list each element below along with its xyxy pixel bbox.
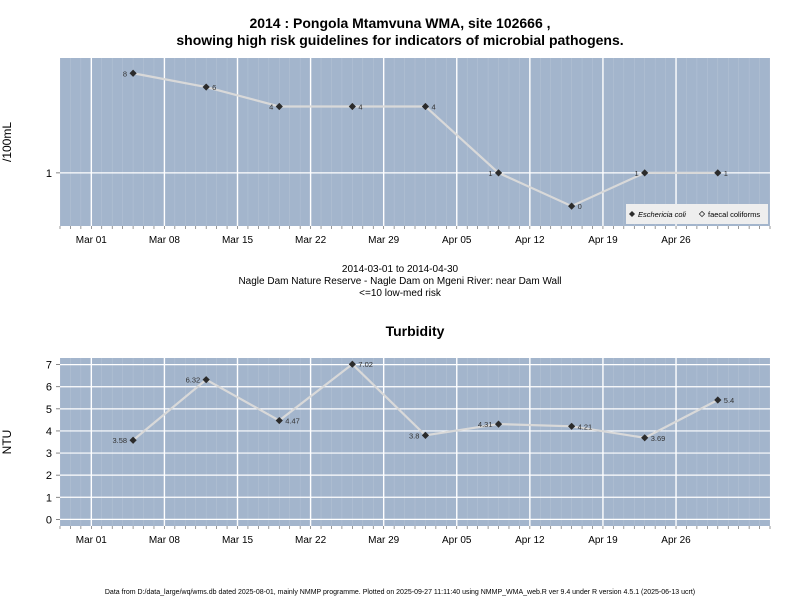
data-point: [714, 396, 722, 404]
data-point: [129, 69, 137, 77]
data-point: [494, 420, 503, 428]
data-point: [348, 360, 356, 368]
legend-marker: [629, 211, 635, 217]
data-label: 1: [488, 169, 492, 178]
legend-box: [626, 204, 768, 224]
panel-title: Turbidity: [386, 323, 445, 339]
data-label: 4: [431, 102, 435, 111]
data-label: 5.4: [724, 396, 734, 405]
data-point: [421, 102, 430, 111]
plot-panel: [60, 58, 770, 226]
y-tick-label: 1: [46, 168, 52, 180]
y-tick-label: 6: [46, 382, 52, 394]
data-label: 4: [358, 102, 362, 111]
x-tick-label: Apr 12: [515, 535, 545, 546]
data-label: 1: [724, 169, 728, 178]
y-tick-label: 4: [46, 426, 52, 438]
x-tick-label: Apr 19: [588, 535, 618, 546]
x-tick-label: Apr 26: [661, 235, 691, 246]
plot-panel: [60, 358, 770, 526]
x-tick-label: Mar 01: [76, 535, 108, 546]
x-tick-label: Apr 12: [515, 235, 545, 246]
x-tick-label: Mar 08: [149, 535, 181, 546]
data-label: 3.69: [651, 434, 666, 443]
x-tick-label: Mar 01: [76, 235, 108, 246]
data-point: [641, 434, 649, 442]
data-point: [275, 102, 283, 111]
data-label: 3.8: [409, 431, 419, 440]
data-label: 3.58: [112, 436, 127, 445]
y-tick-label: 3: [46, 448, 52, 460]
footer-note: Data from D:/data_large/wq/wms.db dated …: [104, 589, 696, 596]
x-tick-label: Mar 15: [222, 235, 254, 246]
site-name-label: Nagle Dam Nature Reserve - Nagle Dam on …: [238, 276, 562, 287]
data-point: [129, 436, 137, 444]
x-tick-label: Apr 05: [442, 535, 472, 546]
data-point: [202, 83, 210, 91]
data-label: 6: [212, 83, 216, 92]
legend-label: Eschericia coli: [638, 210, 686, 219]
x-tick-label: Mar 22: [295, 535, 327, 546]
data-label: 4.21: [578, 422, 593, 431]
y-tick-label: 5: [46, 404, 52, 416]
x-tick-label: Apr 05: [442, 235, 472, 246]
date-range-label: 2014-03-01 to 2014-04-30: [341, 264, 459, 275]
data-point: [348, 102, 356, 111]
data-label: 7.02: [358, 360, 373, 369]
chart-title-line-2: showing high risk guidelines for indicat…: [176, 32, 624, 48]
legend-marker: [698, 210, 706, 218]
x-tick-label: Mar 29: [368, 535, 400, 546]
data-label: 1: [635, 169, 639, 178]
x-tick-label: Mar 08: [149, 235, 181, 246]
data-label: 8: [123, 69, 127, 78]
data-label: 6.32: [186, 376, 201, 385]
y-tick-label: 1: [46, 492, 52, 504]
risk-note-label: <=10 low-med risk: [359, 288, 441, 299]
data-point: [714, 169, 722, 177]
chart-title-line-1: 2014 : Pongola Mtamvuna WMA, site 102666…: [249, 15, 551, 31]
x-tick-label: Apr 26: [661, 535, 691, 546]
y-axis-label: /100mL: [0, 122, 14, 162]
ecoli-chart: Mar 01 Mar 08 Mar 15 Mar 22 Mar 29 Apr 05 Apr …: [0, 58, 771, 246]
x-tick-label: Mar 29: [368, 235, 400, 246]
x-tick-label: Mar 15: [222, 535, 254, 546]
legend-label: faecal coliforms: [708, 210, 760, 219]
y-tick-label: 7: [46, 360, 52, 372]
data-point: [494, 169, 503, 177]
turbidity-chart: Turbidity Mar 01 Mar 08 Mar 15 Mar 22 Mar 29 A…: [0, 323, 771, 546]
x-tick-label: Mar 22: [295, 235, 327, 246]
data-label: 4.31: [478, 420, 493, 429]
data-point: [568, 202, 576, 210]
y-tick-label: 0: [46, 514, 52, 526]
y-axis-label: NTU: [0, 430, 14, 455]
x-tick-label: Apr 19: [588, 235, 618, 246]
data-point: [641, 169, 649, 177]
y-tick-label: 2: [46, 470, 52, 482]
data-label: 4.47: [285, 417, 300, 426]
data-label: 0: [578, 202, 582, 211]
data-label: 4: [269, 102, 273, 111]
